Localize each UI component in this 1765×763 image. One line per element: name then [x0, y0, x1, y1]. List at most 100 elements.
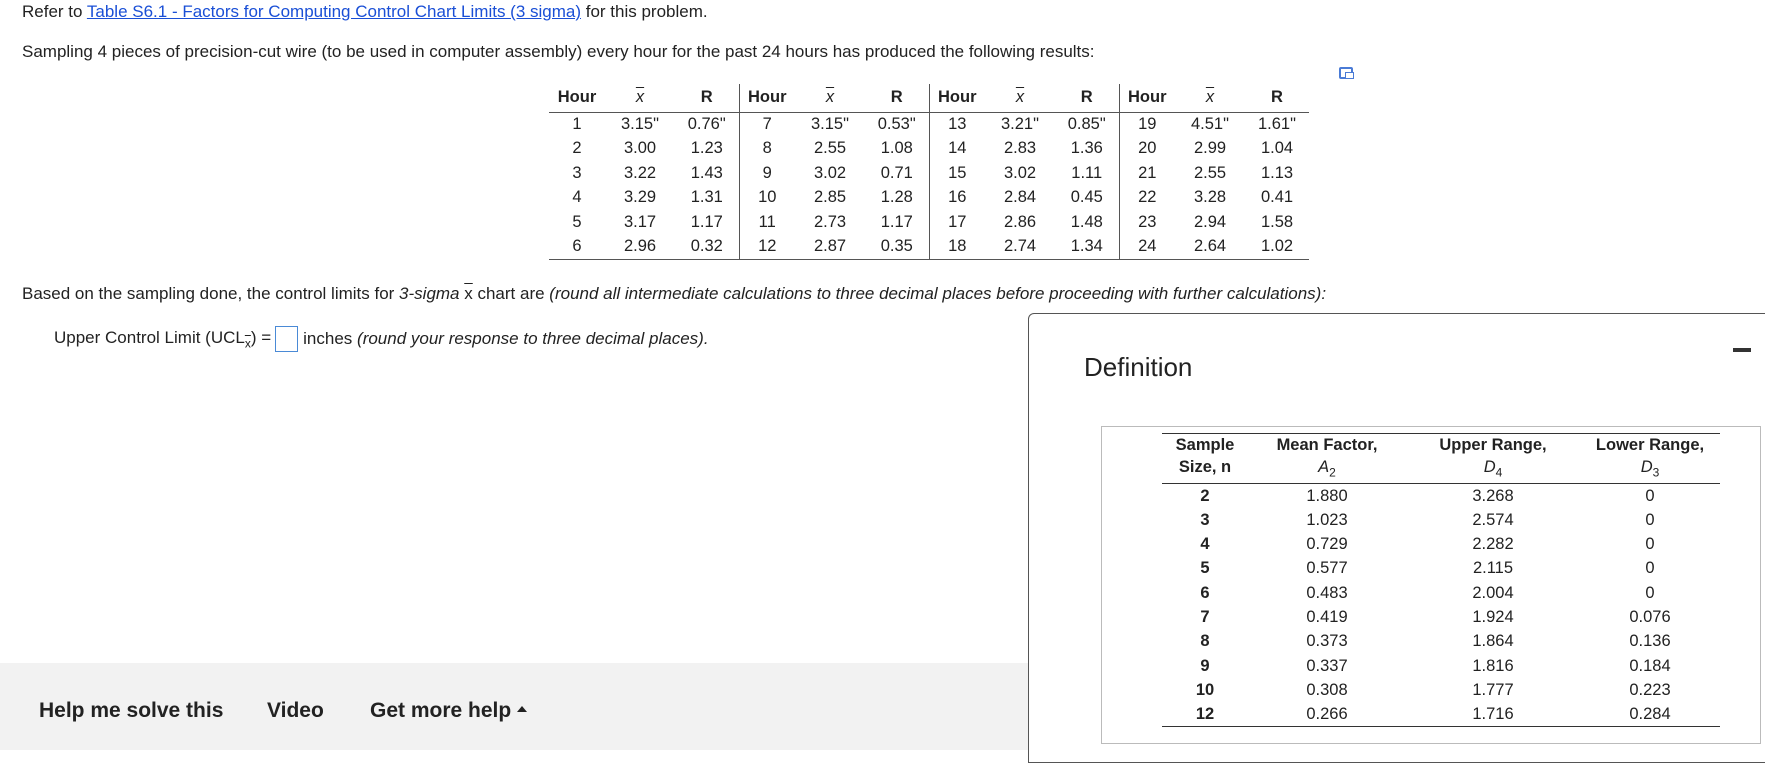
get-more-help-button[interactable]: Get more help	[370, 699, 528, 723]
factor-cell: 6	[1200, 583, 1210, 602]
factor-cell: 1.880	[1306, 486, 1348, 505]
factor-row: 3 1.023 2.574 0	[1162, 508, 1720, 532]
table-cell: 0.53"	[877, 115, 916, 133]
table-cell: 19	[1118, 112, 1175, 137]
factor-cell: 2.282	[1472, 535, 1514, 554]
table-cell: 1.43	[690, 163, 723, 182]
table-row: 5 3.17 1.17 11 2.73 1.17 17 2.86 1.48 23 2.94 1.58	[549, 210, 1309, 235]
ucl-question: Upper Control Limit (UCLx) = inches (rou…	[54, 326, 709, 352]
factor-table-link[interactable]: Table S6.1 - Factors for Computing Contr…	[86, 2, 582, 21]
table-cell: 3.21"	[1001, 115, 1039, 133]
factor-row: 8 0.373 1.864 0.136	[1162, 630, 1720, 654]
factor-cell: 0.729	[1306, 535, 1348, 554]
header-hour: Hour	[549, 84, 605, 113]
table-cell: 11	[738, 210, 795, 235]
control-chart-factors-table: Sample Size, n Mean Factor, A2 Upper Range…	[1162, 432, 1720, 728]
table-cell: 1	[572, 115, 582, 133]
header-range: R	[865, 84, 929, 113]
table-cell: 13	[928, 112, 985, 137]
table-cell: 5	[572, 212, 582, 231]
factor-cell: 0.337	[1306, 656, 1348, 675]
factor-cell: 1.864	[1472, 632, 1514, 651]
table-cell: 0.32	[690, 237, 723, 255]
table-cell: 2.55	[813, 139, 847, 158]
header-hour: Hour	[1118, 84, 1175, 113]
factor-cell: 0.076	[1629, 607, 1671, 626]
table-cell: 0.85"	[1067, 115, 1106, 133]
factor-cell: 0.284	[1580, 702, 1720, 728]
table-cell: 20	[1118, 136, 1175, 161]
factor-row: 12 0.266 1.716 0.284	[1162, 702, 1720, 728]
table-cell: 3.28	[1193, 188, 1227, 207]
factor-cell: 0.308	[1306, 680, 1348, 699]
factor-cell: 0	[1645, 486, 1655, 505]
table-cell: 3.15"	[811, 115, 849, 133]
help-me-solve-button[interactable]: Help me solve this	[39, 699, 224, 722]
header-xbar: x	[1175, 84, 1245, 113]
table-cell: 3.29	[623, 188, 657, 207]
factor-cell: 0	[1645, 559, 1655, 578]
header-range: R	[1245, 84, 1309, 113]
header-xbar: x	[795, 84, 865, 113]
video-button[interactable]: Video	[267, 699, 324, 722]
data-table-header: Hour x R Hour x R Hour x R Hour x R	[549, 84, 1309, 113]
table-cell: 2.87	[813, 237, 847, 255]
factor-cell: 10	[1195, 680, 1215, 699]
intro-line: Refer to Table S6.1 - Factors for Comput…	[22, 2, 708, 21]
table-cell: 1.13	[1260, 163, 1294, 182]
factor-cell: 0.266	[1248, 702, 1406, 728]
factor-cell: 0.373	[1306, 632, 1348, 651]
table-cell: 15	[928, 161, 985, 186]
factor-row: 10 0.308 1.777 0.223	[1162, 678, 1720, 702]
header-xbar: x	[985, 84, 1055, 113]
table-cell: 0.41	[1260, 188, 1294, 207]
table-row: 6 2.96 0.32 12 2.87 0.35 18 2.74 1.34 24 2.64 1.02	[549, 234, 1309, 259]
ucl-units: inches	[303, 329, 353, 348]
table-cell: 2.99	[1193, 139, 1227, 158]
table-cell: 1.02	[1260, 237, 1294, 255]
factor-cell: 0	[1645, 510, 1655, 529]
table-cell: 17	[928, 210, 985, 235]
table-cell: 1.31	[690, 188, 723, 207]
minimize-icon[interactable]	[1733, 348, 1751, 352]
table-cell: 23	[1118, 210, 1175, 235]
table-cell: 3.17	[623, 212, 657, 231]
table-row: 3 3.22 1.43 9 3.02 0.71 15 3.02 1.11 21 2.55 1.13	[549, 161, 1309, 186]
factor-cell: 0	[1645, 583, 1655, 602]
table-cell: 0.76"	[687, 115, 726, 133]
factor-row: 4 0.729 2.282 0	[1162, 532, 1720, 556]
table-cell: 2.96	[623, 237, 657, 255]
table-cell: 8	[738, 136, 795, 161]
table-cell: 1.28	[880, 188, 913, 207]
factor-cell: 0.223	[1629, 680, 1671, 699]
factor-cell: 0.419	[1306, 607, 1348, 626]
table-cell: 22	[1118, 185, 1175, 210]
definition-title: Definition	[1084, 352, 1193, 382]
ucl-answer-input[interactable]	[275, 326, 299, 352]
header-lower-range: Lower Range, D3	[1580, 432, 1720, 485]
expand-icon[interactable]	[1339, 67, 1354, 79]
factor-cell: 3	[1200, 510, 1210, 529]
table-cell: 14	[928, 136, 985, 161]
factor-cell: 2.574	[1472, 510, 1514, 529]
table-cell: 10	[738, 185, 795, 210]
table-row: 4 3.29 1.31 10 2.85 1.28 16 2.84 0.45 22 3.28 0.41	[549, 185, 1309, 210]
table-cell: 3.22	[623, 163, 657, 182]
table-cell: 3.00	[623, 139, 657, 158]
table-cell: 7	[738, 112, 795, 137]
table-cell: 2.86	[1003, 212, 1037, 231]
factor-table-header: Sample Size, n Mean Factor, A2 Upper Range…	[1162, 432, 1720, 485]
factor-cell: 9	[1200, 656, 1210, 675]
sample-data-table: Hour x R Hour x R Hour x R Hour x R 1 3.15" 0.76" 7 3.1…	[549, 84, 1309, 260]
table-cell: 1.34	[1070, 237, 1103, 255]
factor-cell: 12	[1162, 702, 1248, 728]
table-cell: 21	[1118, 161, 1175, 186]
factor-row: 2 1.880 3.268 0	[1162, 484, 1720, 508]
factor-table-container: Sample Size, n Mean Factor, A2 Upper Range…	[1101, 426, 1761, 744]
table-cell: 1.08	[880, 139, 913, 158]
factor-cell: 7	[1200, 607, 1210, 626]
header-hour: Hour	[928, 84, 985, 113]
factor-row: 6 0.483 2.004 0	[1162, 581, 1720, 605]
factor-cell: 0.136	[1629, 632, 1671, 651]
control-limits-instructions: Based on the sampling done, the control …	[22, 284, 1327, 303]
